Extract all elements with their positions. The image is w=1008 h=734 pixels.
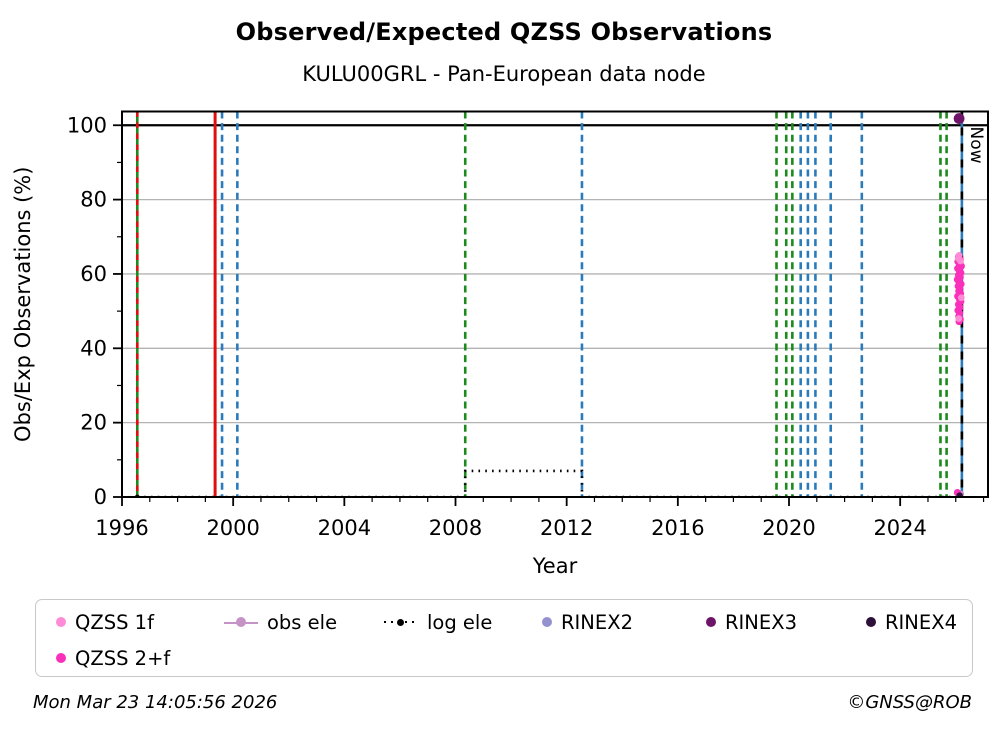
x-tick-label: 1996 <box>95 516 148 540</box>
copyright-credit: ©GNSS@ROB <box>847 692 972 713</box>
data-point <box>955 315 963 322</box>
legend-label: RINEX4 <box>885 610 957 634</box>
legend-label: QZSS 2+f <box>75 646 171 670</box>
plot-area <box>134 111 965 497</box>
y-tick-label: 80 <box>80 188 107 212</box>
legend-item-qzss-2-f: QZSS 2+f <box>56 643 170 673</box>
legend-row-2: QZSS 2+f <box>36 643 972 673</box>
y-axis-label: Obs/Exp Observations (%) <box>11 167 35 442</box>
data-point <box>957 294 965 302</box>
legend-label: RINEX3 <box>725 610 797 634</box>
legend-marker-dot <box>56 617 66 627</box>
x-tick-label: 2012 <box>540 516 593 540</box>
legend-row-1: QZSS 1f obs ele log ele RINEX2 RINEX3 RINEX4 <box>36 607 972 637</box>
legend-label: log ele <box>427 610 493 634</box>
legend-item-log-ele: log ele <box>384 607 492 637</box>
legend-marker-dot <box>56 653 66 663</box>
y-tick-label: 20 <box>80 411 107 435</box>
page-subtitle: KULU00GRL - Pan-European data node <box>302 62 706 86</box>
x-tick-label: 2016 <box>651 516 704 540</box>
legend-item-qzss-1f: QZSS 1f <box>56 607 154 637</box>
legend-item-rinex4: RINEX4 <box>866 607 957 637</box>
chart-legend: QZSS 1f obs ele log ele RINEX2 RINEX3 RINEX4 … <box>35 599 973 677</box>
plot-frame <box>121 110 989 498</box>
legend-item-rinex3: RINEX3 <box>706 607 797 637</box>
now-label: Now <box>966 127 986 164</box>
series-qzss-1f <box>954 251 965 322</box>
y-tick-label: 100 <box>67 113 107 137</box>
y-tick-label: 40 <box>80 336 107 360</box>
plot-timestamp: Mon Mar 23 14:05:56 2026 <box>33 692 278 713</box>
x-tick-label: 2000 <box>206 516 259 540</box>
legend-marker-line-dot <box>224 617 258 627</box>
legend-label: obs ele <box>267 610 338 634</box>
qzss-observations-chart: 1996 2000 2004 2008 2012 2016 2020 2024 0 20 40 60 8… <box>11 110 989 578</box>
legend-dot <box>236 617 246 627</box>
y-tick-label: 60 <box>80 262 107 286</box>
y-tick-label: 0 <box>94 485 107 509</box>
x-tick-label: 2004 <box>318 516 371 540</box>
legend-marker-dot <box>706 617 716 627</box>
data-point <box>957 257 964 265</box>
legend-item-obs-ele: obs ele <box>224 607 337 637</box>
data-point <box>956 492 963 497</box>
legend-marker-dot <box>866 617 876 627</box>
log-ele-line <box>137 469 962 497</box>
page-title: Observed/Expected QZSS Observations <box>235 18 773 46</box>
legend-label: QZSS 1f <box>75 610 154 634</box>
legend-marker-dot <box>542 617 552 627</box>
legend-item-rinex2: RINEX2 <box>542 607 633 637</box>
x-tick-label: 2008 <box>429 516 482 540</box>
legend-dot <box>397 618 404 626</box>
x-axis-label: Year <box>532 554 578 578</box>
legend-marker-dotted-line <box>384 617 418 627</box>
data-point <box>953 113 965 124</box>
x-tick-label: 2020 <box>762 516 815 540</box>
series-rinex4 <box>956 492 963 497</box>
series-rinex3 <box>953 113 965 124</box>
legend-label: RINEX2 <box>561 610 633 634</box>
x-tick-label: 2024 <box>873 516 926 540</box>
series-qzss-2-f <box>953 253 965 497</box>
